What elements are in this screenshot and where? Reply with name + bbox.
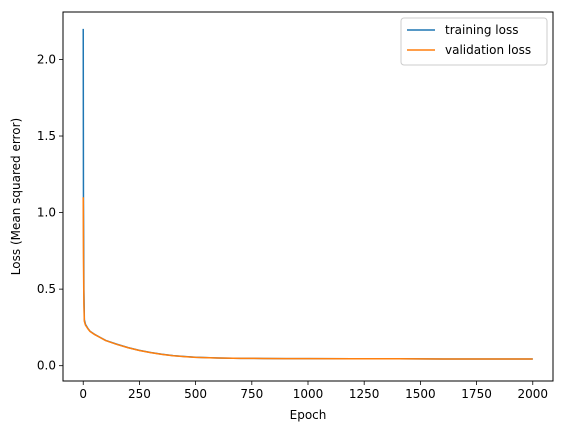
legend-label-training-loss: training loss bbox=[445, 23, 518, 37]
x-tick-label: 1750 bbox=[461, 387, 492, 401]
y-tick-label: 2.0 bbox=[37, 52, 56, 66]
plot-area bbox=[82, 28, 533, 360]
x-tick-label: 1500 bbox=[405, 387, 436, 401]
legend: training loss validation loss bbox=[400, 17, 548, 66]
x-axis-label: Epoch bbox=[290, 408, 327, 422]
x-tick-label: 1000 bbox=[293, 387, 324, 401]
legend-box bbox=[400, 17, 548, 66]
y-tick-label: 1.0 bbox=[37, 206, 56, 220]
x-tick-label: 250 bbox=[128, 387, 151, 401]
y-tick-label: 1.5 bbox=[37, 129, 56, 143]
x-tick-label: 0 bbox=[79, 387, 87, 401]
x-tick-label: 750 bbox=[240, 387, 263, 401]
x-tick-label: 2000 bbox=[517, 387, 548, 401]
x-axis: 0 250 500 750 1000 1250 1500 1750 2000 bbox=[79, 381, 548, 401]
series-line-validation-loss bbox=[82, 197, 533, 360]
y-axis: 0.0 0.5 1.0 1.5 2.0 bbox=[37, 52, 63, 373]
legend-label-validation-loss: validation loss bbox=[445, 43, 531, 57]
x-tick-label: 500 bbox=[184, 387, 207, 401]
y-axis-label: Loss (Mean squared error) bbox=[9, 118, 23, 275]
y-tick-label: 0.0 bbox=[37, 359, 56, 373]
y-tick-label: 0.5 bbox=[37, 282, 56, 296]
x-tick-label: 1250 bbox=[349, 387, 380, 401]
